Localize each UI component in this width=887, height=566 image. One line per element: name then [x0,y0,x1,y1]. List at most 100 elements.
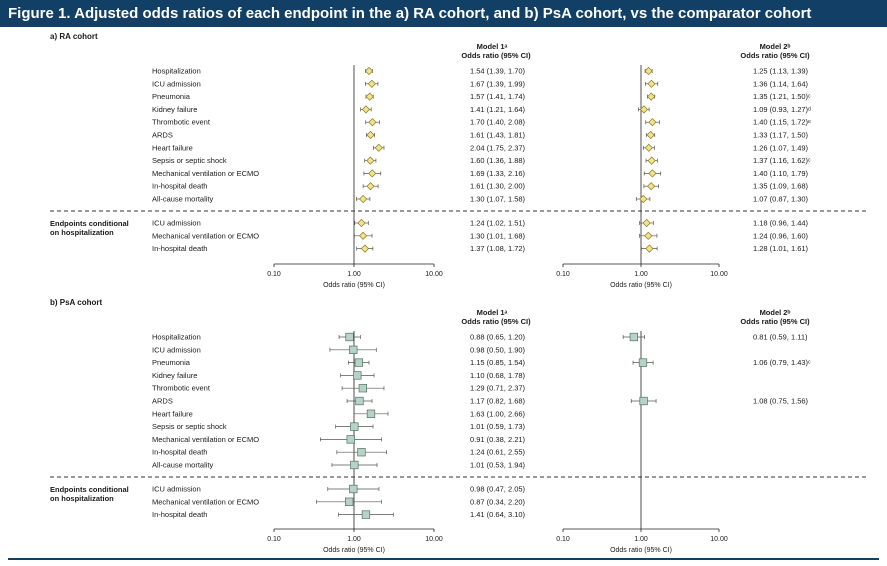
x-tick-label: 10.00 [425,536,443,543]
endpoint-label: Thrombotic event [152,384,211,393]
x-tick-label: 0.10 [267,536,281,543]
point-estimate-marker [368,169,377,178]
point-estimate-marker [647,79,656,88]
m1-value-label: 1.70 (1.40, 2.08) [470,118,526,127]
point-estimate-marker [345,497,354,506]
endpoint-label: Heart failure [152,409,193,418]
model2-or-header: Odds ratio (95% CI) [740,51,810,60]
m1-value-label: 1.61 (1.43, 1.81) [470,131,526,140]
point-estimate-marker [358,384,367,393]
point-estimate-marker [644,231,653,240]
model1-or-header: Odds ratio (95% CI) [461,51,531,60]
endpoint-label: ICU admission [152,79,201,88]
panel-title: a) RA cohort [50,32,98,41]
panel-psa: b) PsA cohort Model 1ᵃ Odds ratio (95% CI)… [50,298,866,554]
endpoint-label: Mechanical ventilation or ECMO [152,169,259,178]
m2-value-label: 1.25 (1.13, 1.39) [753,67,809,76]
model1-header: Model 1ᵃ [477,308,508,317]
endpoint-label: All-cause mortality [152,461,214,470]
point-estimate-marker [647,156,656,165]
m2-value-label: 1.08 (0.75, 1.56) [753,397,809,406]
endpoint-label: Mechanical ventilation or ECMO [152,435,259,444]
m1-value-label: 1.41 (1.21, 1.64) [470,105,526,114]
point-estimate-marker [646,130,655,140]
x-tick-label: 10.00 [710,536,728,543]
m2-value-label: 1.40 (1.10, 1.79) [753,169,809,178]
x-tick-label: 0.10 [556,271,570,278]
x-tick-label: 1.00 [634,271,648,278]
endpoint-label: Thrombotic event [152,118,211,127]
x-tick-label: 0.10 [267,271,281,278]
m2-value-label: 1.36 (1.14, 1.64) [753,79,809,88]
m1-value-label: 1.01 (0.59, 1.73) [470,422,526,431]
endpoint-label: Sepsis or septic shock [152,422,227,431]
m1-value-label: 0.88 (0.65, 1.20) [470,333,526,342]
endpoint-label: Pneumonia [152,92,191,101]
endpoint-label: In-hospital death [152,182,207,191]
point-estimate-marker [644,143,653,152]
m1-value-label: 1.41 (0.64, 3.10) [470,510,526,519]
endpoint-label: Mechanical ventilation or ECMO [152,231,259,240]
m2-value-label: 1.18 (0.96, 1.44) [753,219,809,228]
point-estimate-marker [359,231,368,240]
m1-value-label: 1.24 (1.02, 1.51) [470,219,526,228]
group-label: on hospitalization [50,494,114,503]
point-estimate-marker [639,105,649,114]
panel-title: b) PsA cohort [50,298,102,307]
point-estimate-marker [355,396,364,406]
m1-value-label: 1.67 (1.39, 1.99) [470,79,526,88]
endpoint-label: ARDS [152,131,173,140]
model2-or-header: Odds ratio (95% CI) [740,317,810,326]
model2-header: Model 2ᵇ [760,308,791,317]
endpoint-label: Kidney failure [152,371,197,380]
m1-value-label: 1.10 (0.68, 1.78) [470,371,526,380]
point-estimate-marker [367,79,376,88]
point-estimate-marker [647,182,656,191]
point-estimate-marker [346,435,355,444]
endpoint-label: Hospitalization [152,333,201,342]
m1-value-label: 1.30 (1.01, 1.68) [470,231,526,240]
m1-value-label: 1.29 (0.71, 2.37) [470,384,526,393]
m1-value-label: 0.98 (0.47, 2.05) [470,485,526,494]
m2-value-label: 0.81 (0.59, 1.11) [753,333,808,342]
point-estimate-marker [366,182,375,191]
point-estimate-marker [345,332,354,342]
m1-value-label: 1.61 (1.30, 2.00) [470,182,526,191]
point-estimate-marker [366,130,375,140]
point-estimate-marker [645,244,654,253]
m2-value-label: 1.37 (1.16, 1.62)ᶜ [753,156,811,165]
m2-value-label: 1.26 (1.07, 1.49) [753,143,809,152]
point-estimate-marker [648,169,657,178]
m2-value-label: 1.24 (0.96, 1.60) [753,231,809,240]
endpoint-label: Pneumonia [152,358,191,367]
point-estimate-marker [354,358,364,367]
endpoint-label: All-cause mortality [152,195,214,204]
m1-value-label: 0.98 (0.50, 1.90) [470,345,526,354]
m1-value-label: 0.87 (0.34, 2.20) [470,497,526,506]
m2-value-label: 1.07 (0.87, 1.30) [753,195,809,204]
m1-value-label: 1.15 (0.85, 1.54) [470,358,526,367]
x-tick-label: 10.00 [710,271,728,278]
point-estimate-marker [366,156,375,165]
point-estimate-marker [353,371,362,380]
bottom-rule [8,558,879,560]
endpoint-label: In-hospital death [152,510,207,519]
endpoint-label: In-hospital death [152,448,207,457]
m2-value-label: 1.40 (1.15, 1.72)ᵉ [753,118,811,127]
group-label: on hospitalization [50,228,114,237]
point-estimate-marker [647,92,656,101]
group-label: Endpoints conditional [50,219,129,228]
point-estimate-marker [361,510,371,519]
model2-header: Model 2ᵇ [760,42,791,51]
m2-value-label: 1.35 (1.09, 1.68) [753,182,809,191]
x-axis-label: Odds ratio (95% CI) [323,282,385,289]
endpoint-label: ICU admission [152,485,201,494]
m1-value-label: 0.91 (0.38, 2.21) [470,435,526,444]
x-axis-label: Odds ratio (95% CI) [610,282,672,289]
endpoint-label: Kidney failure [152,105,197,114]
x-tick-label: 0.10 [556,536,570,543]
point-estimate-marker [365,92,374,101]
point-estimate-marker [350,460,359,470]
figure-title: Figure 1. Adjusted odds ratios of each e… [0,0,887,27]
